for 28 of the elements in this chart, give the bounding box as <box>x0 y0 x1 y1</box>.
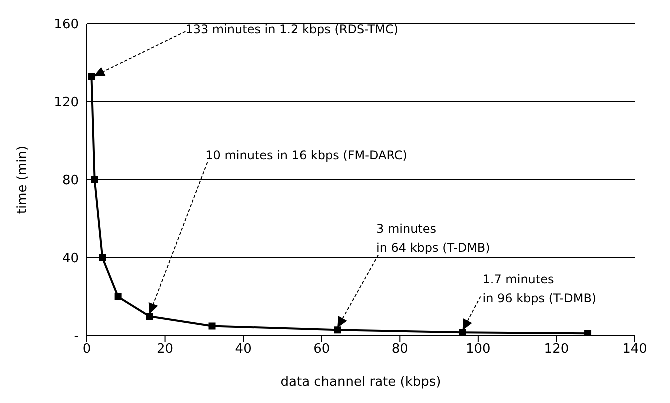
point <box>334 326 342 334</box>
y-tick-label: 120 <box>54 96 79 111</box>
y-tick-label: - <box>74 330 80 345</box>
x-tick-label: 140 <box>622 342 648 358</box>
y-tick-label: 80 <box>62 174 79 189</box>
point <box>99 254 106 262</box>
y-tick-label: 160 <box>54 18 79 33</box>
annotation: 1.7 minutes in 96 kbps (T-DMB) <box>482 272 597 306</box>
point <box>114 294 122 300</box>
x-tick-label: 0 <box>82 342 92 358</box>
x-tick-label: 60 <box>314 342 330 358</box>
point <box>208 322 216 330</box>
point <box>91 176 98 184</box>
point <box>459 329 466 336</box>
x-tick-label: 120 <box>544 342 570 358</box>
x-axis-title: data channel rate (kbps) <box>280 375 442 390</box>
y-tick-label: 40 <box>62 252 79 267</box>
point <box>584 330 592 336</box>
x-tick-label: 40 <box>235 342 252 358</box>
annotation: 133 minutes in 1.2 kbps (RDS-TMC) <box>186 22 399 37</box>
point <box>88 73 96 80</box>
x-tick-label: 20 <box>157 342 174 358</box>
annotation: 10 minutes in 16 kbps (FM-DARC) <box>206 148 408 163</box>
annotation: 3 minutes in 64 kbps (T-DMB) <box>376 222 490 256</box>
y-axis-title: time (min) <box>16 146 31 214</box>
x-tick-label: 80 <box>392 342 408 358</box>
x-tick-label: 100 <box>466 342 491 358</box>
point <box>146 313 154 320</box>
